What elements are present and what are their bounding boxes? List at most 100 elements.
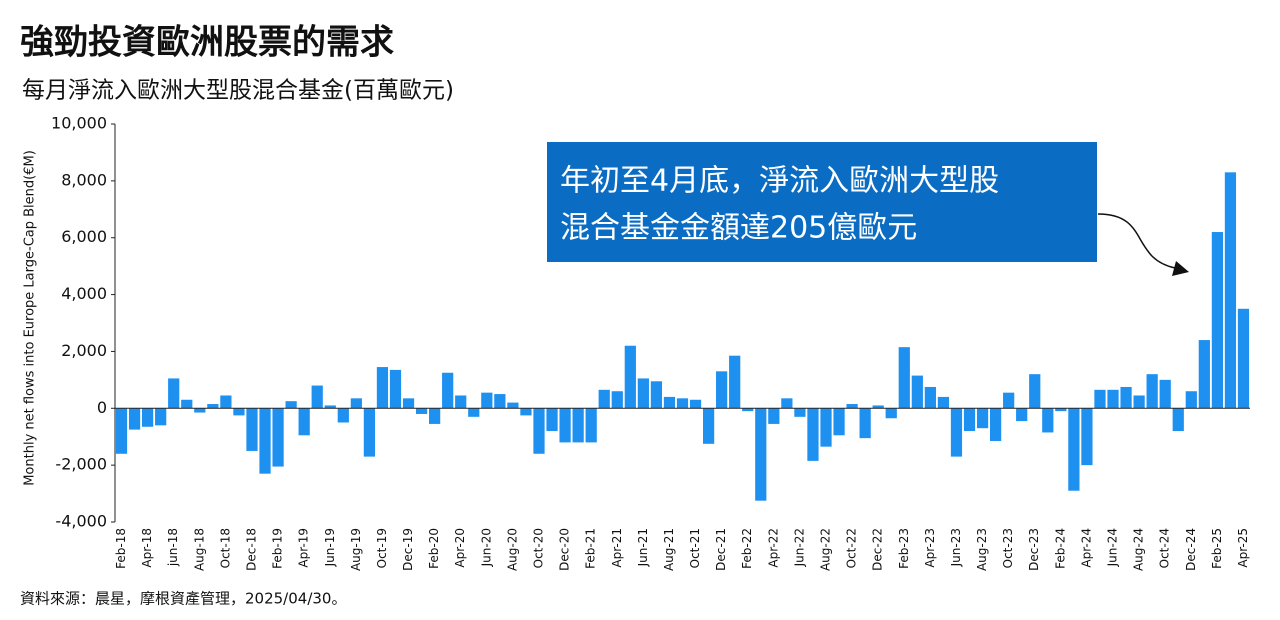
x-tick-label: Apr-25 bbox=[1236, 528, 1250, 568]
y-axis-label: Monthly net flows into Europe Large-Cap … bbox=[23, 150, 38, 486]
bar bbox=[1224, 172, 1237, 409]
bar bbox=[585, 408, 597, 443]
bar bbox=[1055, 408, 1067, 412]
x-tick-label: Apr-24 bbox=[1079, 528, 1093, 568]
x-tick-label: Feb-21 bbox=[584, 528, 598, 569]
bar bbox=[455, 395, 467, 409]
y-tick-label: -4,000 bbox=[55, 512, 107, 531]
x-tick-label: Feb-19 bbox=[271, 528, 285, 569]
bar bbox=[402, 398, 415, 409]
bar bbox=[820, 408, 832, 447]
bar bbox=[794, 408, 806, 417]
bar bbox=[259, 408, 271, 474]
x-tick-label: Oct-18 bbox=[218, 528, 232, 568]
bar bbox=[976, 408, 989, 429]
chart-title: 強勁投資歐洲股票的需求 bbox=[20, 23, 394, 63]
bar bbox=[168, 378, 180, 409]
chart-subtitle: 每月淨流入歐洲大型股混合基金(百萬歐元) bbox=[22, 78, 454, 104]
bar bbox=[1029, 374, 1041, 409]
bar bbox=[833, 408, 845, 436]
bar bbox=[442, 372, 454, 409]
bar bbox=[298, 408, 310, 436]
x-tick-label: Feb-24 bbox=[1053, 528, 1067, 569]
bar bbox=[676, 398, 689, 409]
bar bbox=[637, 378, 649, 409]
bar bbox=[1237, 308, 1250, 409]
annotation-arrow bbox=[1097, 213, 1176, 269]
bar bbox=[624, 345, 636, 409]
x-tick-label: Oct-24 bbox=[1158, 528, 1172, 568]
bar bbox=[559, 408, 571, 443]
bar bbox=[376, 367, 389, 409]
x-tick-label: Feb-23 bbox=[897, 528, 911, 569]
bar bbox=[742, 408, 754, 412]
x-tick-label: Aug-20 bbox=[505, 528, 519, 571]
x-tick-label: Feb-18 bbox=[114, 528, 128, 569]
x-tick-label: Oct-21 bbox=[688, 528, 702, 568]
bar bbox=[1107, 389, 1119, 409]
bar bbox=[572, 408, 584, 443]
bar bbox=[337, 408, 349, 423]
bar bbox=[663, 396, 676, 409]
bar bbox=[989, 408, 1002, 441]
x-tick-label: Aug-23 bbox=[975, 528, 989, 571]
bar bbox=[807, 408, 819, 461]
x-tick-label: Jun-22 bbox=[792, 528, 806, 567]
bar bbox=[1198, 340, 1210, 409]
x-tick-label: Oct-22 bbox=[845, 528, 859, 568]
bar bbox=[546, 408, 558, 432]
x-tick-label: Oct-19 bbox=[375, 528, 389, 568]
bar bbox=[429, 408, 441, 424]
bar bbox=[220, 395, 232, 409]
x-tick-label: Oct-20 bbox=[531, 528, 545, 568]
x-tick-label: Apr-20 bbox=[453, 528, 467, 568]
bar bbox=[1172, 408, 1184, 432]
bar bbox=[1133, 395, 1145, 409]
bar bbox=[115, 408, 128, 454]
source-note: 資料來源：晨星，摩根資產管理，2025/04/30。 bbox=[20, 590, 346, 608]
bar bbox=[768, 408, 780, 424]
bar bbox=[846, 404, 858, 409]
bar bbox=[233, 408, 245, 416]
bar bbox=[716, 371, 728, 409]
y-tick-label: 4,000 bbox=[61, 284, 107, 303]
x-tick-label: Feb-20 bbox=[427, 528, 441, 569]
x-tick-label: Apr-23 bbox=[923, 528, 937, 568]
bar bbox=[350, 398, 362, 409]
bar bbox=[689, 399, 702, 409]
bar bbox=[872, 405, 884, 409]
bar bbox=[598, 389, 610, 409]
x-tick-label: Dec-18 bbox=[244, 528, 258, 571]
bar bbox=[911, 375, 923, 409]
y-tick-label: 2,000 bbox=[61, 341, 107, 360]
bar bbox=[272, 408, 284, 467]
bar bbox=[898, 347, 910, 409]
bar bbox=[520, 408, 532, 416]
bar bbox=[363, 408, 376, 457]
bar bbox=[324, 405, 336, 409]
bar bbox=[937, 396, 950, 409]
x-tick-label: Jun-21 bbox=[636, 528, 650, 567]
y-tick-label: -2,000 bbox=[55, 455, 107, 474]
bar bbox=[702, 408, 715, 444]
x-tick-label: Apr-18 bbox=[140, 528, 154, 568]
bar bbox=[1016, 408, 1028, 422]
bar bbox=[1068, 408, 1080, 491]
bar bbox=[885, 408, 897, 419]
bar bbox=[194, 408, 206, 413]
bar bbox=[507, 402, 519, 409]
annotation-box bbox=[547, 142, 1097, 262]
x-tick-label: Dec-24 bbox=[1184, 528, 1198, 571]
bar bbox=[1003, 392, 1015, 409]
bar bbox=[755, 408, 767, 501]
bar bbox=[1081, 408, 1093, 466]
x-tick-label: Dec-21 bbox=[714, 528, 728, 571]
bar bbox=[494, 394, 506, 409]
bar bbox=[142, 408, 154, 427]
x-tick-label: Aug-21 bbox=[662, 528, 676, 571]
x-tick-label: Jun-23 bbox=[949, 528, 963, 567]
bar bbox=[181, 399, 193, 409]
bar bbox=[468, 408, 480, 417]
x-tick-label: Dec-22 bbox=[871, 528, 885, 571]
